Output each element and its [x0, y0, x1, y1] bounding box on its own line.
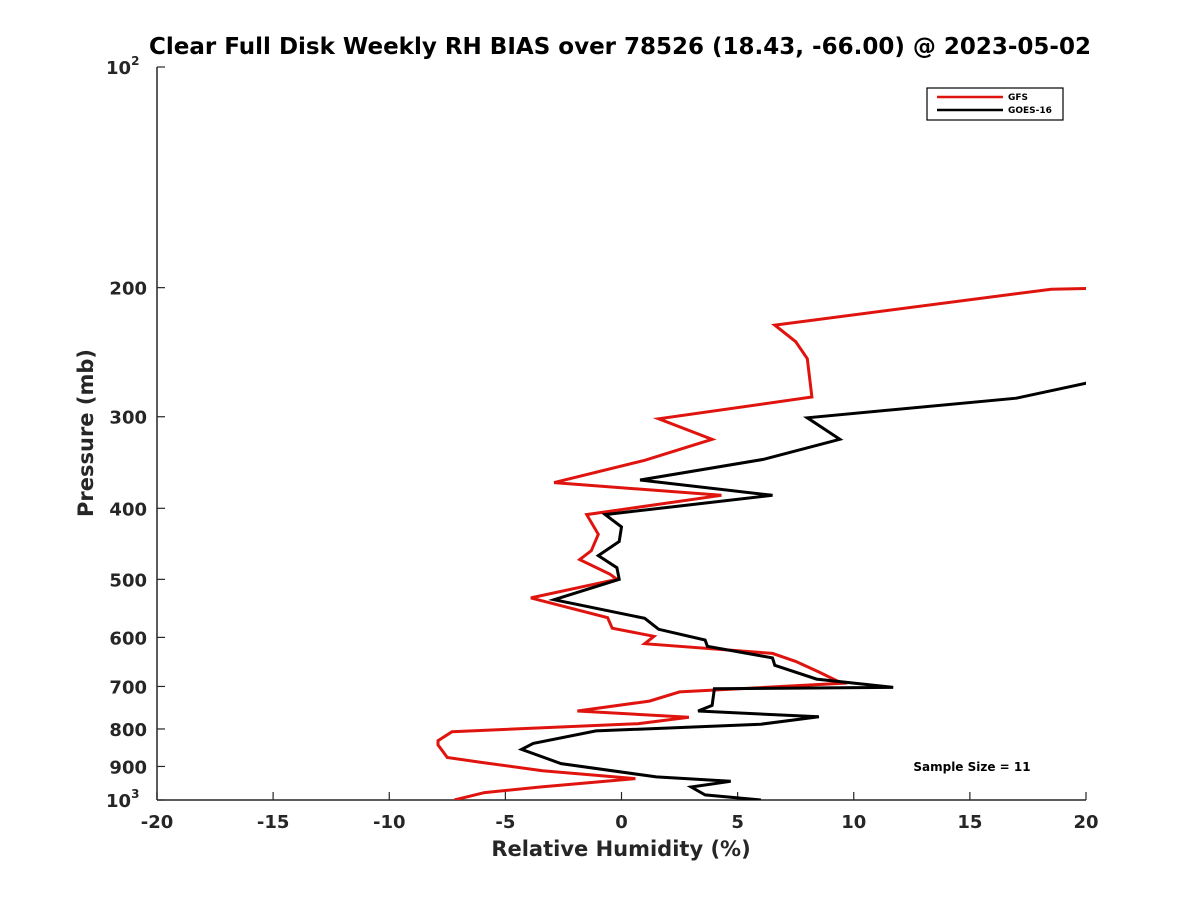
- y-tick-label: 500: [109, 570, 147, 591]
- series-lines: [436, 286, 1086, 800]
- y-tick-label: 102: [106, 54, 139, 79]
- y-tick-label: 600: [109, 628, 147, 649]
- x-axis-label: Relative Humidity (%): [491, 837, 750, 861]
- y-tick-label: 300: [109, 408, 147, 429]
- legend: GFS GOES-16: [926, 87, 1064, 121]
- x-tick-label: -10: [373, 812, 406, 833]
- y-tick-base: 10: [106, 791, 131, 812]
- y-tick-exponent: 3: [131, 787, 139, 801]
- x-tick-label: 15: [957, 812, 982, 833]
- legend-label-goes16: GOES-16: [1008, 106, 1052, 116]
- series-line-gfs: [436, 286, 1086, 800]
- sample-size-annotation: Sample Size = 11: [913, 760, 1030, 774]
- y-tick-label: 103: [106, 787, 139, 812]
- y-tick-base: 10: [106, 58, 131, 79]
- x-ticks: -20 -15 -10 -5 0 5 10 15 20: [141, 792, 1099, 833]
- x-tick-label: -5: [495, 812, 515, 833]
- y-tick-exponent: 2: [131, 54, 139, 68]
- x-tick-label: -15: [257, 812, 290, 833]
- x-tick-label: 10: [841, 812, 866, 833]
- y-tick-label: 200: [109, 279, 147, 300]
- legend-label-gfs: GFS: [1008, 93, 1028, 103]
- plot-axes: [156, 67, 1086, 801]
- y-axis-label: Pressure (mb): [74, 349, 98, 517]
- x-tick-label: 20: [1073, 812, 1098, 833]
- x-tick-label: 5: [731, 812, 744, 833]
- y-tick-label: 900: [109, 757, 147, 778]
- legend-box: [926, 87, 1064, 121]
- chart-title: Clear Full Disk Weekly RH BIAS over 7852…: [149, 34, 1091, 60]
- y-tick-label: 700: [109, 677, 147, 698]
- x-tick-label: -20: [141, 812, 174, 833]
- series-line-goes16: [517, 381, 1086, 800]
- x-tick-label: 0: [615, 812, 628, 833]
- y-tick-label: 800: [109, 720, 147, 741]
- y-tick-label: 400: [109, 499, 147, 520]
